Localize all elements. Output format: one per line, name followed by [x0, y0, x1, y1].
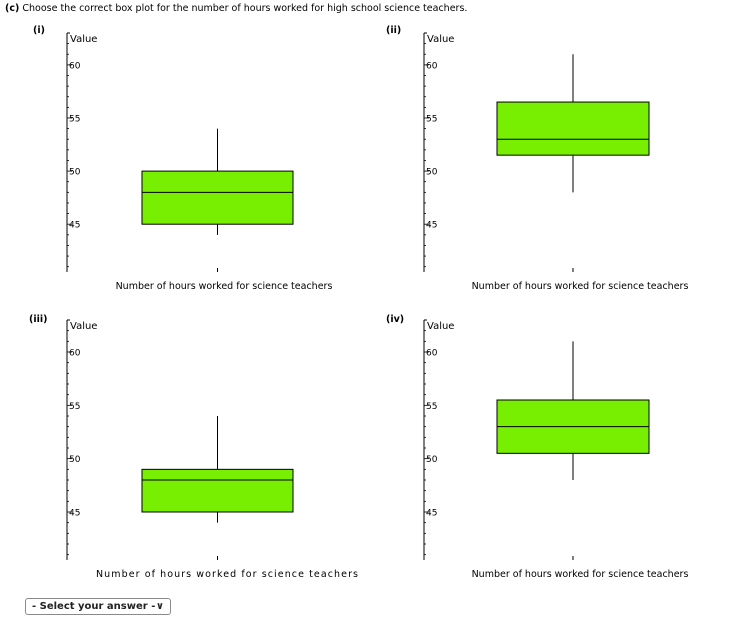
y-tick-label: 60	[69, 61, 81, 71]
y-tick-label: 45	[426, 509, 437, 519]
y-tick-label: 55	[69, 402, 80, 412]
y-axis-label: Value	[70, 321, 97, 332]
y-tick-label: 45	[69, 509, 80, 519]
y-tick-label: 55	[69, 114, 80, 124]
y-tick-label: 50	[69, 455, 81, 465]
y-tick-label: 55	[426, 114, 437, 124]
question-prompt: Choose the correct box plot for the numb…	[22, 3, 468, 14]
y-tick-label: 60	[426, 349, 438, 359]
answer-select-value: - Select your answer -	[32, 601, 156, 612]
x-axis-label: Number of hours worked for science teach…	[96, 569, 358, 580]
x-axis-label: Number of hours worked for science teach…	[116, 281, 333, 292]
iqr-box	[141, 468, 294, 513]
y-tick-label: 45	[426, 221, 437, 231]
option-label-iv: (iv)	[386, 314, 405, 325]
iqr-box	[496, 101, 650, 156]
y-tick-label: 50	[69, 168, 81, 178]
option-label-iii: (iii)	[29, 314, 48, 325]
x-axis-label: Number of hours worked for science teach…	[472, 569, 689, 580]
x-axis-label: Number of hours worked for science teach…	[472, 281, 689, 292]
y-axis-label: Value	[427, 321, 454, 332]
y-tick-label: 60	[426, 61, 438, 71]
y-axis-label: Value	[70, 34, 97, 45]
y-tick-label: 45	[69, 221, 80, 231]
answer-select[interactable]: - Select your answer - ∨	[25, 598, 171, 615]
y-tick-label: 55	[426, 402, 437, 412]
y-tick-label: 50	[426, 168, 438, 178]
option-label-ii: (ii)	[386, 25, 402, 36]
y-tick-label: 50	[426, 455, 438, 465]
y-axis-label: Value	[427, 34, 454, 45]
chevron-down-icon: ∨	[155, 601, 164, 612]
option-label-i: (i)	[33, 25, 45, 36]
iqr-box	[141, 170, 294, 225]
question-text: (c) Choose the correct box plot for the …	[5, 3, 467, 14]
y-tick-label: 60	[69, 349, 81, 359]
question-part-label: (c)	[5, 3, 20, 14]
